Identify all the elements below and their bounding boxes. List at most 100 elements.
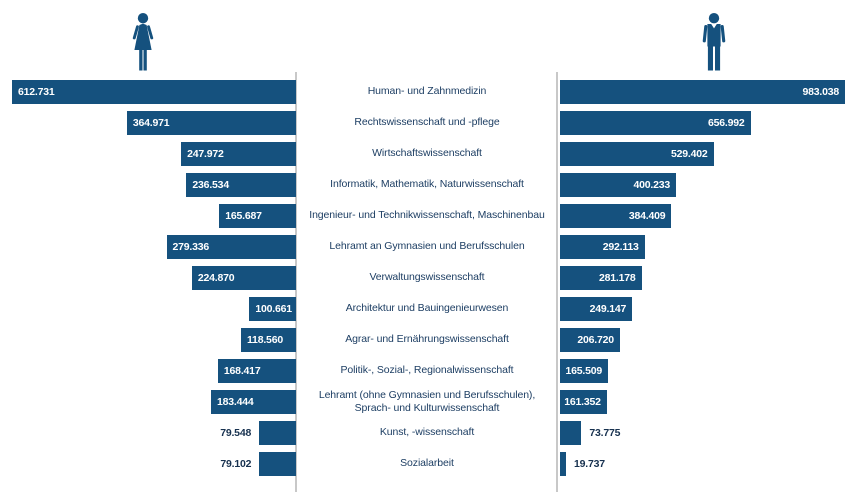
category-label: Agrar- und Ernährungswissenschaft	[345, 333, 509, 346]
men-value-label: 656.992	[707, 116, 745, 129]
women-value-label: 183.444	[217, 395, 254, 408]
category-cell: Lehramt (ohne Gymnasien und Berufsschule…	[296, 386, 558, 417]
women-cell: 612.731	[0, 76, 296, 107]
women-bar: 183.444	[211, 389, 296, 414]
women-value-label: 100.661	[255, 302, 292, 315]
chart-row: 79.548 Kunst, -wissenschaft 73.775	[0, 417, 862, 448]
women-cell: 118.560	[0, 324, 296, 355]
category-label: Sozialarbeit	[400, 457, 454, 470]
women-bar: 247.972	[181, 141, 296, 166]
men-bar	[560, 451, 566, 476]
category-cell: Architektur und Bauingenieurwesen	[296, 293, 558, 324]
men-bar: 161.352	[560, 389, 607, 414]
chart-row: 118.560 Agrar- und Ernährungswissenschaft…	[0, 324, 862, 355]
category-cell: Rechtswissenschaft und -pflege	[296, 107, 558, 138]
women-cell: 183.444	[0, 386, 296, 417]
chart-row: 236.534 Informatik, Mathematik, Naturwiss…	[0, 169, 862, 200]
chart-row: 168.417 Politik-, Sozial-, Regionalwissen…	[0, 355, 862, 386]
men-cell: 249.147	[558, 293, 862, 324]
women-bar: 168.417	[217, 358, 296, 383]
men-value-label: 384.409	[628, 209, 666, 222]
men-cell: 656.992	[558, 107, 862, 138]
category-cell: Agrar- und Ernährungswissenschaft	[296, 324, 558, 355]
chart-row: 279.336 Lehramt an Gymnasien und Berufssc…	[0, 231, 862, 262]
men-value-label: 529.402	[670, 147, 708, 160]
men-value-label: 983.038	[802, 85, 839, 98]
men-cell: 19.737	[558, 448, 862, 479]
men-value-label: 161.352	[564, 395, 601, 408]
chart-row: 100.661 Architektur und Bauingenieurwesen…	[0, 293, 862, 324]
men-bar: 983.038	[560, 79, 845, 104]
women-cell: 224.870	[0, 262, 296, 293]
men-value-label: 206.720	[577, 333, 614, 346]
category-label: Informatik, Mathematik, Naturwissenschaf…	[330, 178, 524, 191]
men-bar: 165.509	[560, 358, 608, 383]
chart-row: 165.687 Ingenieur- und Technikwissenschaf…	[0, 200, 862, 231]
category-cell: Human- und Zahnmedizin	[296, 76, 558, 107]
category-cell: Lehramt an Gymnasien und Berufsschulen	[296, 231, 558, 262]
women-value-label: 247.972	[187, 147, 224, 160]
woman-icon	[132, 13, 154, 71]
chart-row: 612.731 Human- und Zahnmedizin 983.038	[0, 76, 862, 107]
women-bar: 364.971	[126, 110, 296, 135]
men-bar: 281.178	[560, 265, 642, 290]
category-cell: Wirtschaftswissenschaft	[296, 138, 558, 169]
women-cell: 79.548	[0, 417, 296, 448]
men-bar: 529.402	[560, 141, 714, 166]
women-bar	[259, 451, 296, 476]
women-cell: 79.102	[0, 448, 296, 479]
men-value-label: 400.233	[633, 178, 670, 191]
category-label: Politik-, Sozial-, Regionalwissenschaft	[340, 364, 514, 377]
women-cell: 364.971	[0, 107, 296, 138]
men-value-label: 249.147	[589, 302, 627, 315]
chart-row: 364.971 Rechtswissenschaft und -pflege 656…	[0, 107, 862, 138]
men-value-label: 165.509	[565, 364, 602, 377]
category-cell: Kunst, -wissenschaft	[296, 417, 558, 448]
women-value-label: 612.731	[18, 85, 55, 98]
women-cell: 236.534	[0, 169, 296, 200]
chart-row: 224.870 Verwaltungswissenschaft 281.178	[0, 262, 862, 293]
men-bar: 249.147	[560, 296, 633, 321]
men-bar: 656.992	[560, 110, 751, 135]
men-cell: 400.233	[558, 169, 862, 200]
women-value-label: 279.336	[172, 240, 210, 253]
men-cell: 983.038	[558, 76, 862, 107]
chart-row: 183.444 Lehramt (ohne Gymnasien und Beruf…	[0, 386, 862, 417]
men-cell: 281.178	[558, 262, 862, 293]
category-cell: Ingenieur- und Technikwissenschaft, Masc…	[296, 200, 558, 231]
women-value-label: 224.870	[197, 271, 235, 284]
men-value-label: 281.178	[598, 271, 636, 284]
category-cell: Sozialarbeit	[296, 448, 558, 479]
women-bar: 224.870	[191, 265, 296, 290]
men-cell: 165.509	[558, 355, 862, 386]
men-value-label: 73.775	[589, 426, 621, 439]
men-bar: 384.409	[560, 203, 672, 228]
category-label: Rechtswissenschaft und -pflege	[354, 116, 500, 129]
women-cell: 247.972	[0, 138, 296, 169]
category-cell: Verwaltungswissenschaft	[296, 262, 558, 293]
chart-rows: 612.731 Human- und Zahnmedizin 983.038 364.…	[0, 76, 862, 479]
men-cell: 529.402	[558, 138, 862, 169]
men-cell: 384.409	[558, 200, 862, 231]
category-label: Human- und Zahnmedizin	[367, 85, 487, 98]
chart-row: 247.972 Wirtschaftswissenschaft 529.402	[0, 138, 862, 169]
women-value-label: 79.102	[220, 457, 252, 470]
men-cell: 206.720	[558, 324, 862, 355]
category-cell: Politik-, Sozial-, Regionalwissenschaft	[296, 355, 558, 386]
women-cell: 165.687	[0, 200, 296, 231]
women-bar	[259, 420, 296, 445]
women-bar: 165.687	[219, 203, 296, 228]
women-cell: 168.417	[0, 355, 296, 386]
category-label: Lehramt (ohne Gymnasien und Berufsschule…	[318, 388, 536, 414]
chart-row: 79.102 Sozialarbeit 19.737	[0, 448, 862, 479]
men-value-label: 292.113	[602, 240, 639, 253]
women-bar: 118.560	[241, 327, 296, 352]
women-value-label: 118.560	[247, 333, 283, 346]
man-icon	[702, 13, 726, 71]
men-value-label: 19.737	[574, 457, 605, 470]
women-value-label: 236.534	[192, 178, 229, 191]
women-bar: 612.731	[12, 79, 296, 104]
women-value-label: 364.971	[132, 116, 170, 129]
women-cell: 279.336	[0, 231, 296, 262]
